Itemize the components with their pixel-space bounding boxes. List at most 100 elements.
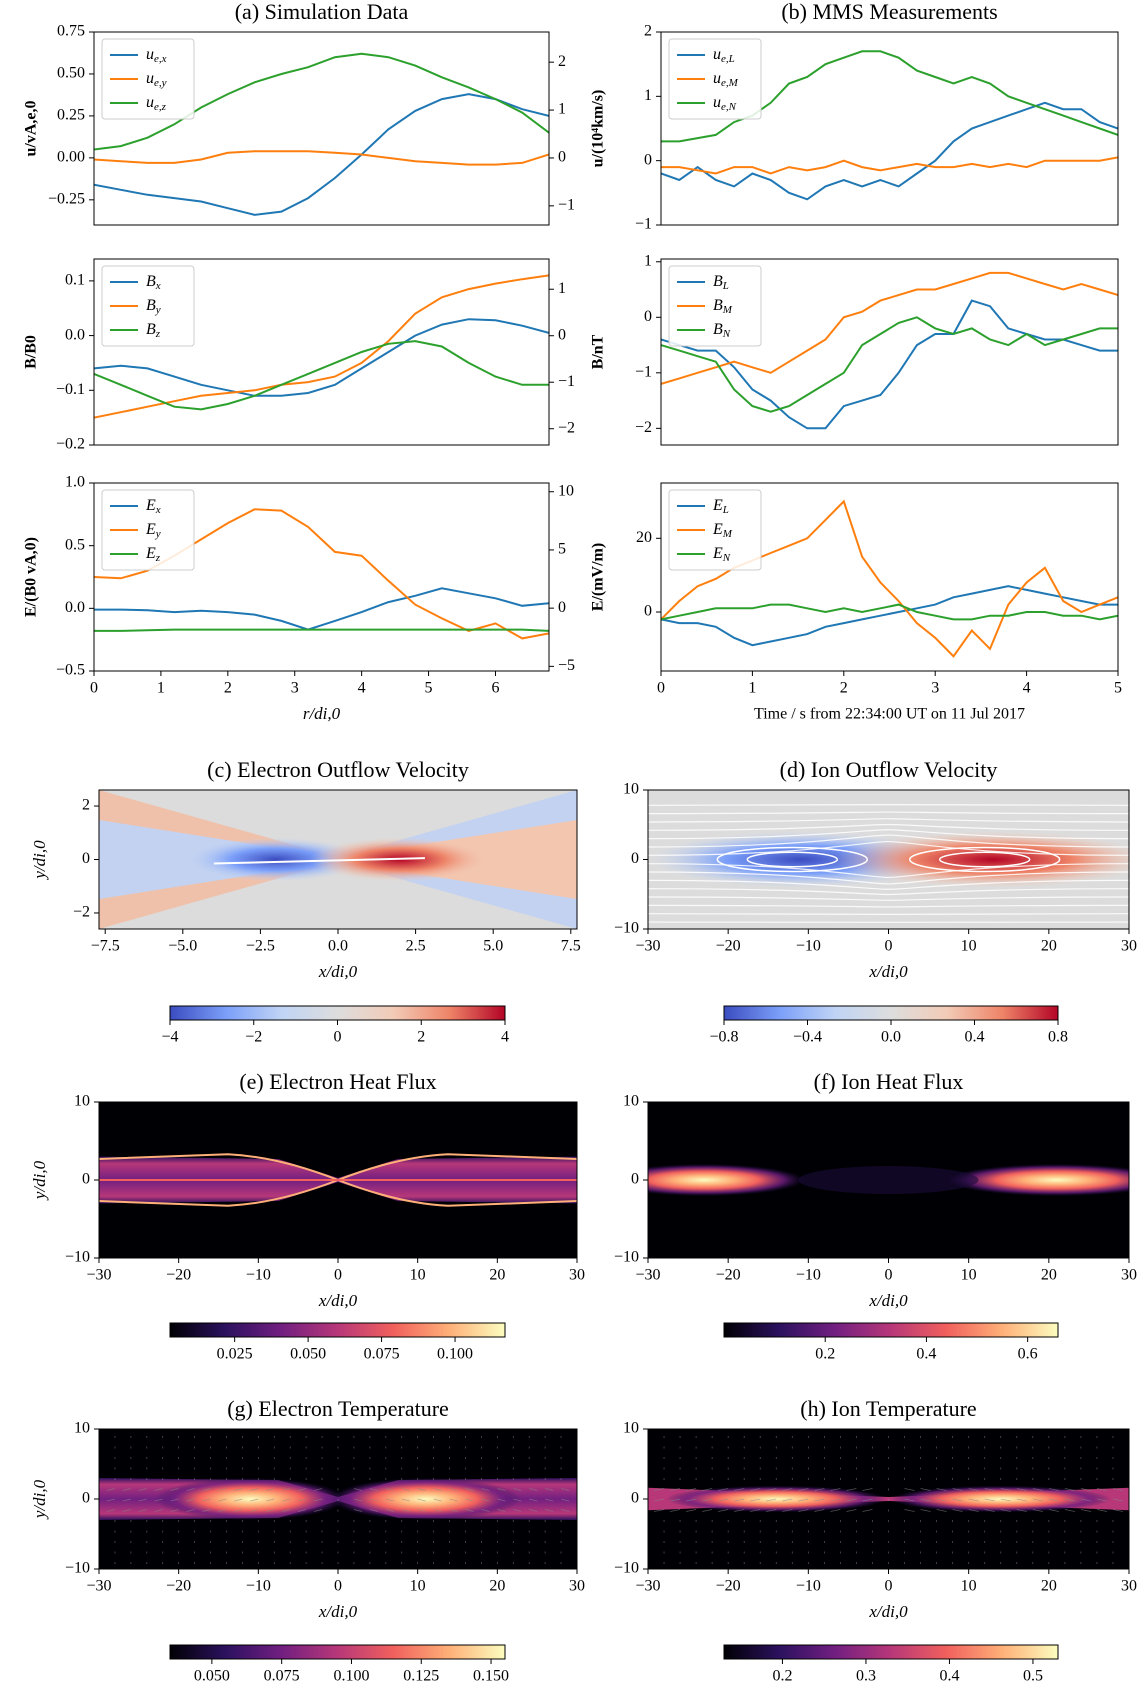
streamline	[648, 823, 1129, 831]
y-tick-label: −1	[635, 363, 652, 380]
arrow	[170, 1498, 179, 1502]
streamline	[648, 913, 1129, 915]
x-tick-label: 30	[569, 1578, 585, 1595]
colorbar-tick-label: 0.4	[939, 1668, 959, 1685]
x-tick-label: 6	[491, 680, 499, 697]
arrow	[218, 1509, 227, 1512]
arrow	[846, 1488, 857, 1491]
x-tick-label: 20	[1041, 1578, 1057, 1595]
arrow	[702, 1488, 713, 1491]
x-axis-label: x/di,0	[318, 1291, 358, 1310]
arrow	[653, 1509, 665, 1512]
x-tick-label: 30	[1121, 938, 1137, 955]
legend-box	[668, 38, 762, 120]
arrow	[313, 1498, 323, 1502]
panel	[661, 271, 1118, 430]
field	[185, 837, 366, 882]
y-tick-label: −0.5	[56, 662, 85, 679]
arrow	[1048, 1509, 1059, 1512]
arrow	[734, 1488, 745, 1491]
field	[337, 1153, 577, 1181]
y-tick-label: 0	[82, 850, 90, 867]
arrow	[1112, 1488, 1124, 1491]
arrow	[1096, 1488, 1108, 1491]
x-tick-label: 10	[410, 1578, 426, 1595]
arrow	[686, 1498, 697, 1502]
x-tick-label: 3	[931, 680, 939, 697]
arrow	[862, 1498, 873, 1502]
x-tick-label: 0	[885, 938, 893, 955]
panel	[99, 1429, 577, 1569]
legend-label: By	[146, 297, 161, 316]
arrow	[718, 1509, 729, 1512]
series-line	[661, 603, 1118, 621]
arrow	[1080, 1498, 1091, 1502]
legend-label: EN	[712, 545, 731, 564]
panel	[99, 790, 577, 929]
legend-label: BL	[713, 273, 729, 292]
x-axis-label: x/di,0	[868, 962, 908, 981]
colorbar-tick-label: 0.075	[264, 1668, 300, 1685]
y2-tick-label: −2	[558, 419, 575, 436]
arrow	[250, 1509, 259, 1512]
streamline	[648, 818, 1129, 823]
x-tick-label: 20	[489, 1578, 505, 1595]
arrow	[669, 1498, 681, 1502]
x-tick-label: 20	[1041, 1267, 1057, 1284]
streamline	[938, 851, 1031, 868]
y2-tick-label: 1	[558, 101, 566, 118]
legend-label: Ey	[145, 521, 161, 540]
arrow	[449, 1498, 458, 1502]
arrow	[1112, 1509, 1124, 1512]
legend-label: ue,L	[713, 46, 735, 65]
y-axis-label: y/di,0	[30, 1479, 49, 1520]
panel-title: (d) Ion Outflow Velocity	[780, 757, 998, 782]
arrow	[282, 1488, 291, 1491]
y-tick-label: 0.1	[65, 272, 85, 289]
legend-box	[101, 265, 195, 347]
arrow	[545, 1488, 554, 1491]
arrow	[560, 1498, 570, 1502]
arrow	[669, 1488, 681, 1491]
legend-label: Ez	[145, 545, 161, 564]
streamline	[648, 896, 1129, 901]
arrow	[968, 1488, 979, 1491]
y-tick-label: 0	[644, 308, 652, 325]
series-line	[661, 156, 1118, 175]
field	[648, 1164, 805, 1196]
arrow	[830, 1488, 841, 1491]
x-tick-label: 3	[291, 680, 299, 697]
arrow	[862, 1488, 873, 1491]
colorbar-tick-label: 0.0	[881, 1029, 901, 1046]
colorbar	[723, 1322, 1059, 1338]
arrow	[904, 1498, 915, 1502]
axes-frame	[660, 258, 1119, 446]
arrow	[1016, 1509, 1027, 1512]
x-tick-label: −20	[716, 938, 741, 955]
arrow	[669, 1509, 681, 1512]
y-axis-label: E/(mV/m)	[590, 543, 607, 611]
arrow	[968, 1509, 979, 1512]
arrow	[353, 1509, 363, 1512]
arrow	[1032, 1488, 1043, 1491]
arrow	[170, 1488, 179, 1491]
colorbar-tick-label: 0.4	[965, 1029, 985, 1046]
x-tick-label: −30	[635, 938, 660, 955]
x-tick-label: 30	[1121, 1578, 1137, 1595]
y-tick-label: −10	[614, 1249, 639, 1266]
arrow	[1000, 1509, 1011, 1512]
arrow	[952, 1498, 963, 1502]
legend-box	[668, 265, 762, 347]
arrow	[433, 1498, 442, 1502]
arrow	[936, 1488, 947, 1491]
x-tick-label: −20	[166, 1578, 191, 1595]
x-tick-label: −10	[796, 938, 821, 955]
arrow	[830, 1498, 841, 1502]
x-tick-label: −10	[796, 1578, 821, 1595]
arrow	[266, 1498, 275, 1502]
arrow	[560, 1488, 570, 1491]
x-tick-label: 4	[1023, 680, 1031, 697]
arrow	[814, 1488, 825, 1491]
arrow	[154, 1509, 163, 1512]
